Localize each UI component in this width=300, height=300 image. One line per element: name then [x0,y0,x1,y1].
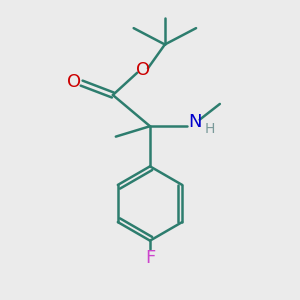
Text: N: N [188,113,201,131]
Text: F: F [145,249,155,267]
Text: O: O [136,61,150,79]
Text: O: O [67,73,81,91]
Text: H: H [204,122,214,136]
